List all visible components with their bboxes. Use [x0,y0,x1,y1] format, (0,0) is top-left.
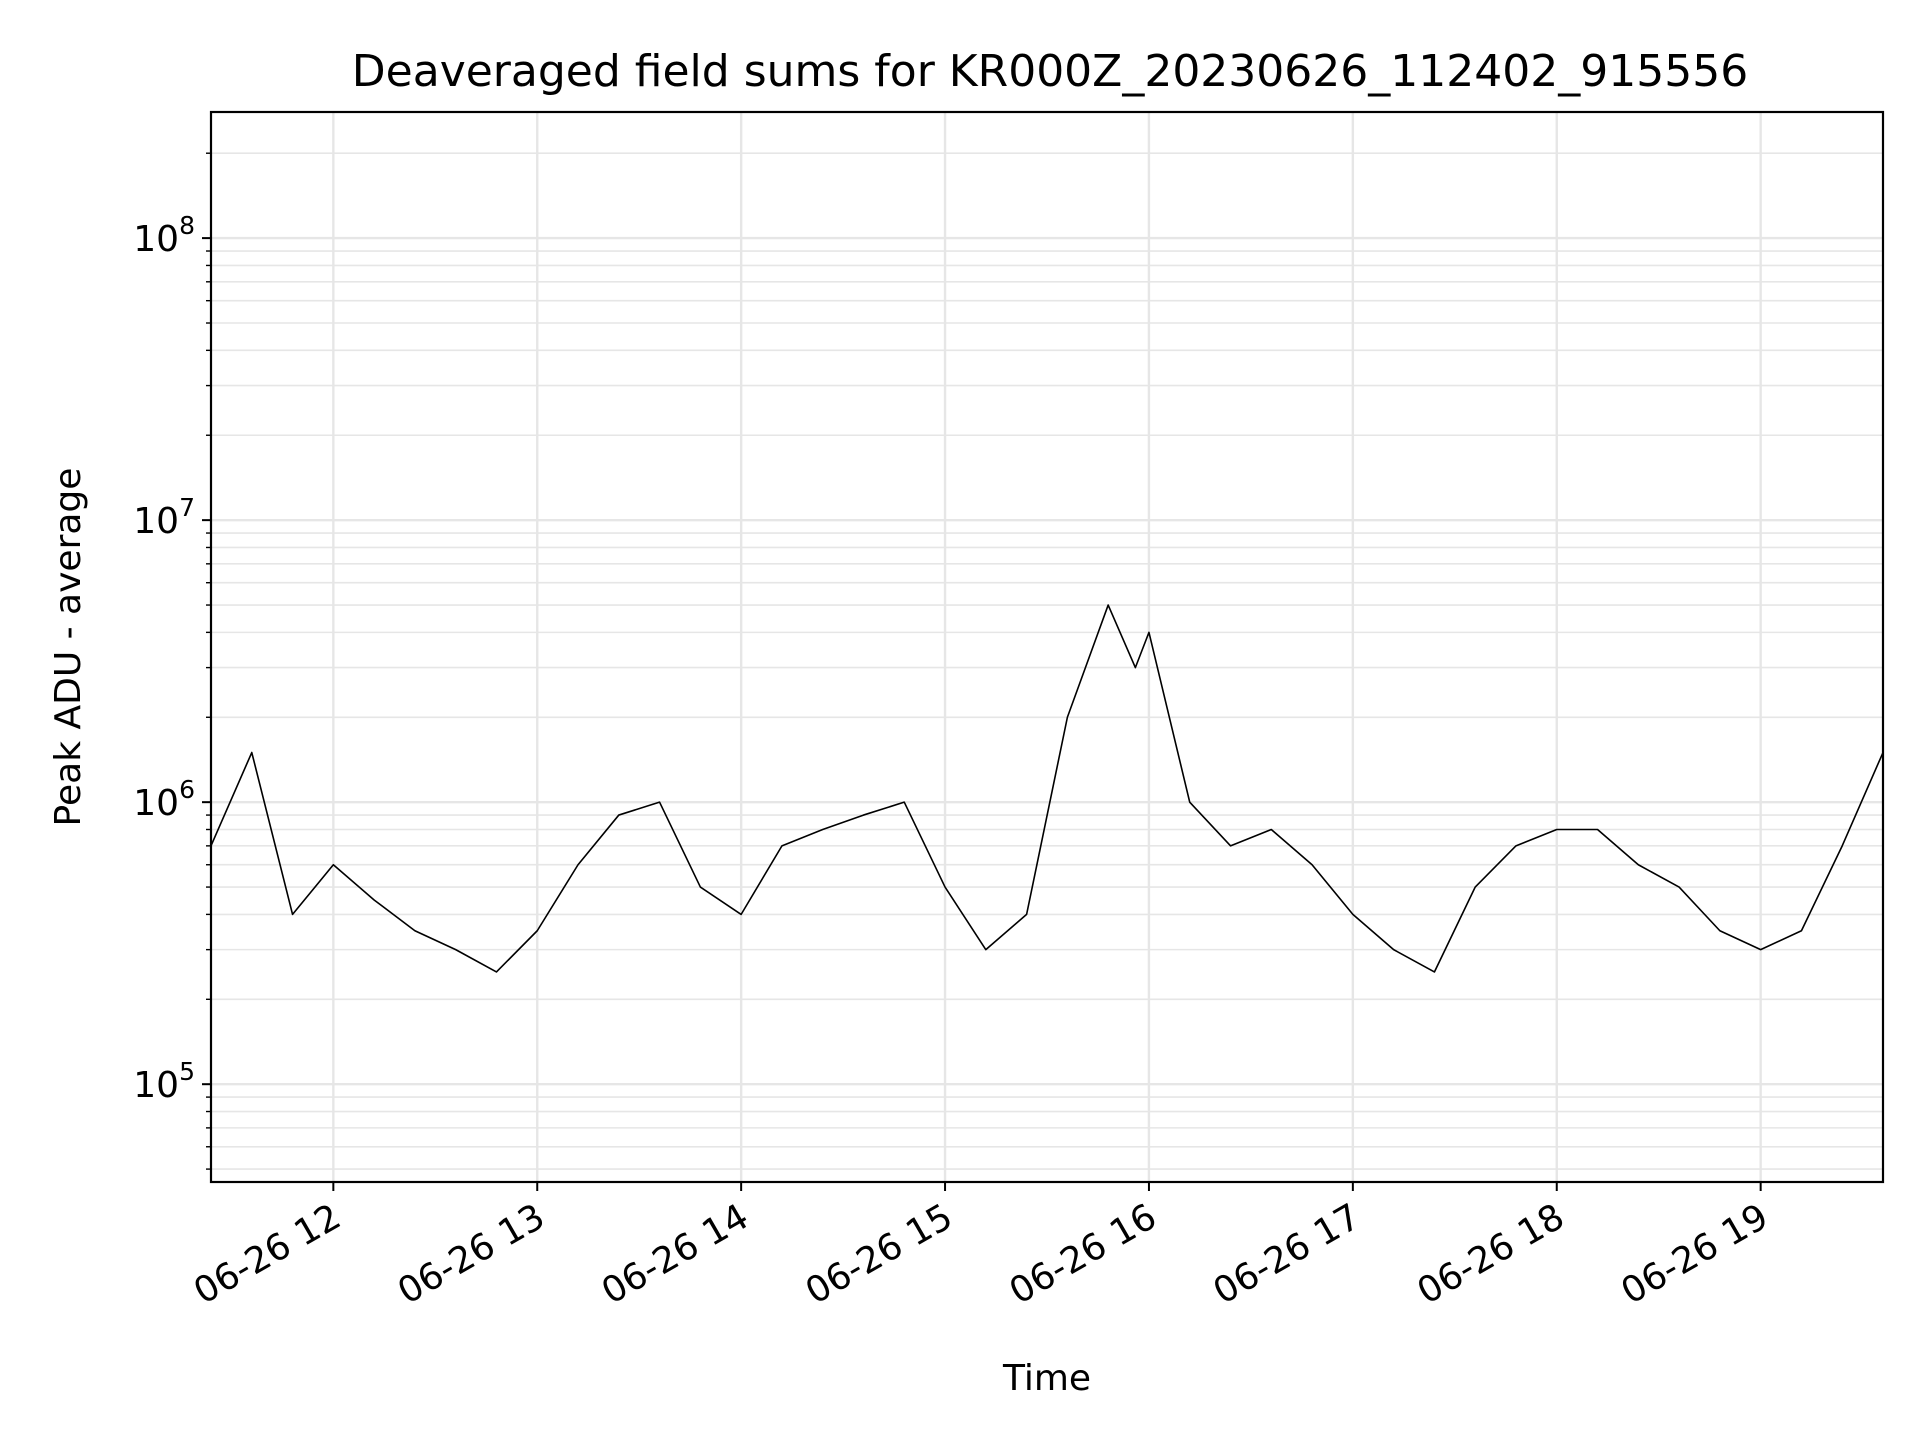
x-tick-label: 06-26 13 [391,1196,552,1312]
x-tick-label: 06-26 14 [595,1196,756,1312]
y-tick-label: 107 [133,493,195,542]
x-axis: 06-26 12 06-26 13 06-26 14 06-26 15 06-26 16… [187,1182,1775,1313]
y-tick-label: 106 [133,775,195,824]
x-tick-label: 06-26 12 [187,1196,348,1312]
y-axis-label: Peak ADU - average [48,468,89,827]
y-axis: 105 106 107 108 [133,152,211,1170]
x-tick-label: 06-26 15 [799,1196,960,1312]
x-tick-label: 06-26 19 [1614,1196,1775,1312]
x-axis-label: Time [1002,1358,1091,1399]
x-tick-label: 06-26 17 [1207,1196,1368,1312]
grid [211,112,1883,1182]
series-line [210,604,1884,973]
plot-frame [209,110,1885,1184]
x-tick-label: 06-26 16 [1003,1196,1164,1312]
x-tick-label: 06-26 18 [1411,1196,1572,1312]
chart-title: Deaveraged field sums for KR000Z_2023062… [352,46,1748,97]
y-tick-label: 105 [133,1057,195,1106]
y-tick-label: 108 [133,211,195,260]
series-layer [210,604,1884,973]
